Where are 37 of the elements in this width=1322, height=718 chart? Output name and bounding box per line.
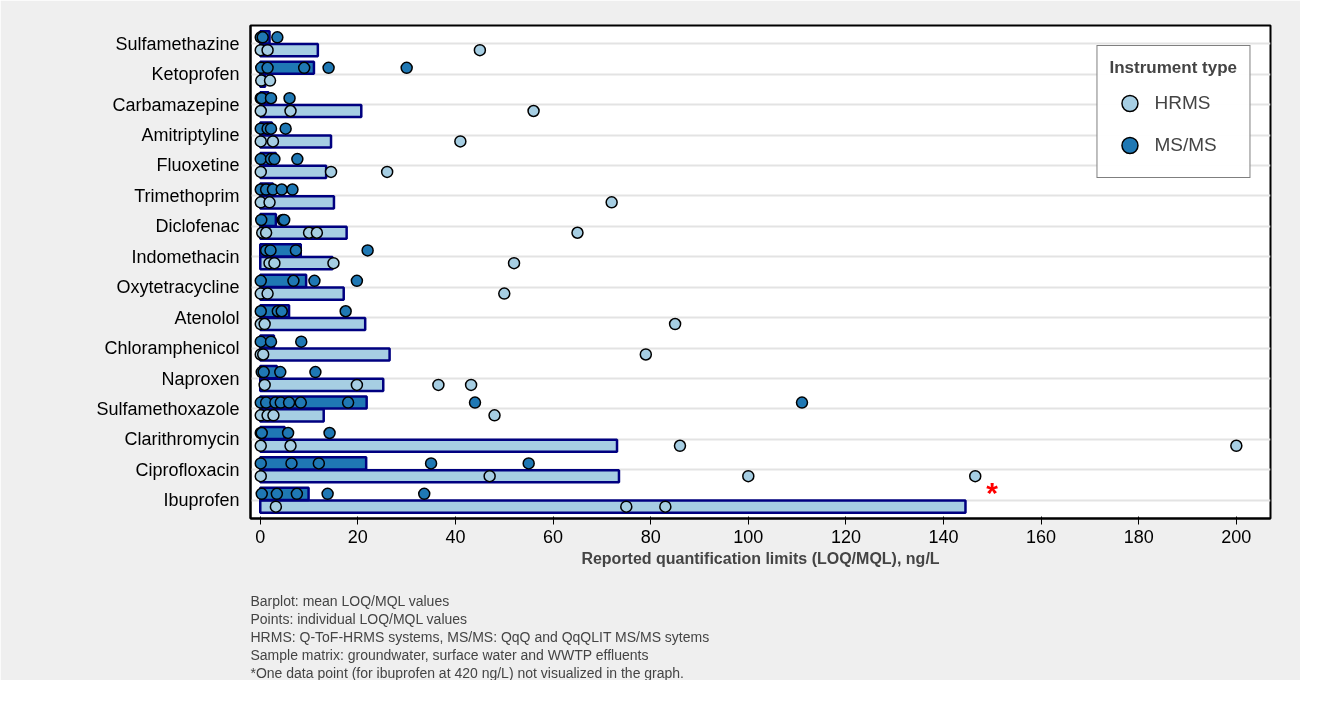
- y-tick-label: Indomethacin: [131, 246, 240, 267]
- y-tick-label: Amitriptyline: [141, 125, 240, 146]
- y-tick-label: Ibuprofen: [163, 490, 240, 511]
- legend-label: HRMS: [1154, 92, 1211, 114]
- x-tick-label: 40: [445, 526, 466, 547]
- y-tick-label: Oxytetracycline: [116, 277, 240, 298]
- legend-label: MS/MS: [1154, 134, 1217, 156]
- y-tick-label: Diclofenac: [155, 216, 240, 237]
- y-tick-label: Carbamazepine: [112, 94, 240, 115]
- y-tick-label: Sulfamethazine: [115, 33, 240, 54]
- x-tick-label: 0: [255, 526, 266, 547]
- x-tick-label: 120: [830, 526, 861, 547]
- x-tick-label: 80: [640, 526, 661, 547]
- y-tick-label: Fluoxetine: [156, 155, 240, 176]
- x-tick-label: 60: [543, 526, 564, 547]
- y-tick-label: Trimethoprim: [134, 185, 240, 206]
- y-tick-label: Chloramphenicol: [104, 338, 240, 359]
- y-tick-label: Clarithromycin: [124, 429, 240, 450]
- y-tick-label: Sulfamethoxazole: [96, 398, 240, 419]
- x-tick-label: 100: [733, 526, 764, 547]
- y-tick-label: Ciprofloxacin: [135, 459, 240, 480]
- text: Points: individual LOQ/MQL values: [250, 610, 468, 627]
- legend-title: Instrument type: [1109, 58, 1237, 78]
- y-tick-label: Atenolol: [174, 307, 240, 328]
- x-tick-label: 180: [1123, 526, 1154, 547]
- annotation: *: [986, 476, 999, 510]
- text: Barplot: mean LOQ/MQL values: [250, 592, 450, 609]
- x-tick-label: 200: [1221, 526, 1252, 547]
- text: HRMS: Q-ToF-HRMS systems, MS/MS: QqQ and QqQLIT MS/MS sytems: [250, 628, 710, 645]
- y-tick-label: Naproxen: [161, 368, 240, 389]
- text: Sample matrix: groundwater, surface water and WWTP effluents: [250, 646, 649, 663]
- x-axis-title: Reported quantification limits (LOQ/MQL), ng/L: [581, 549, 940, 567]
- text: *One data point (for ibuprofen at 420 ng/L) not visualized in the graph.: [250, 664, 685, 681]
- x-tick-label: 160: [1026, 526, 1057, 547]
- y-tick-label: Ketoprofen: [151, 64, 240, 85]
- x-tick-label: 20: [347, 526, 368, 547]
- x-tick-label: 140: [928, 526, 959, 547]
